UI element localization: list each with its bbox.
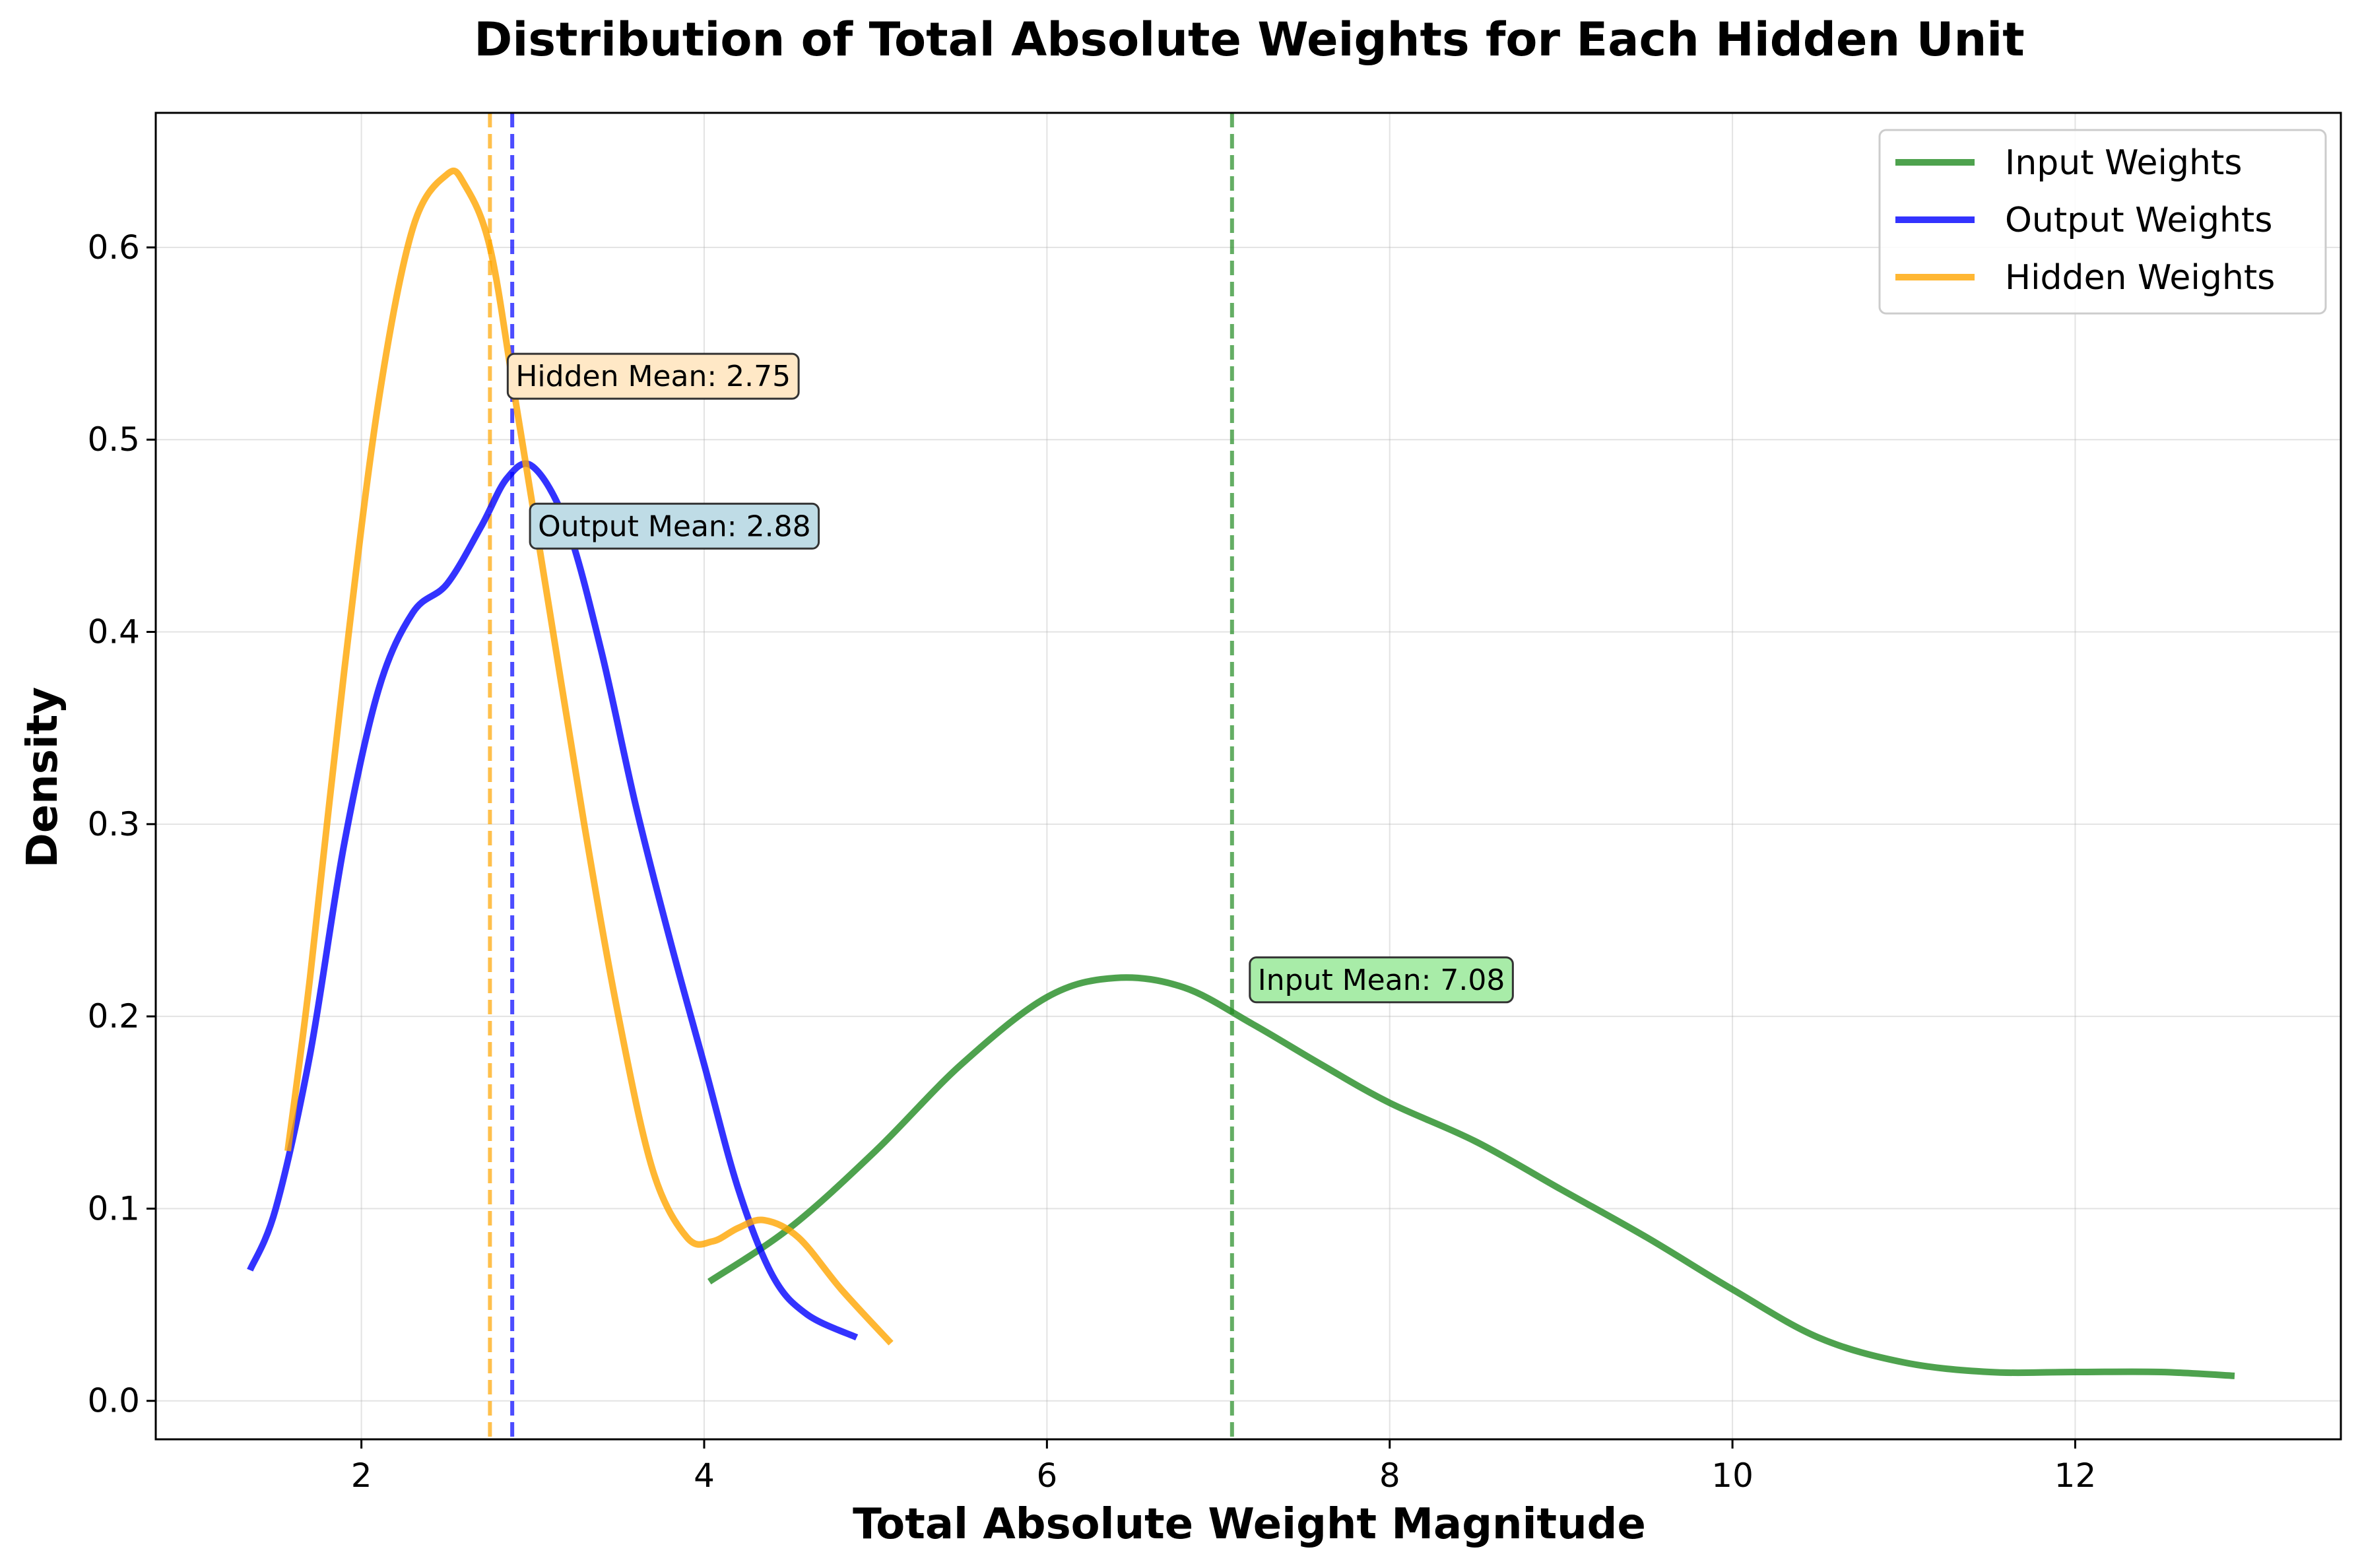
x-tick-label: 6 (1036, 1456, 1057, 1495)
mean-annotation: Hidden Mean: 2.75 (506, 352, 800, 400)
chart-title: Distribution of Total Absolute Weights f… (474, 13, 2025, 67)
x-tick-label: 12 (2054, 1456, 2097, 1495)
mean-annotation: Input Mean: 7.08 (1249, 956, 1514, 1004)
x-axis-label: Total Absolute Weight Magnitude (853, 1500, 1646, 1549)
x-tick-label: 8 (1379, 1456, 1400, 1495)
grid-lines (156, 113, 2341, 1439)
series-line (284, 168, 894, 1346)
y-tick-label: 0.5 (87, 420, 140, 459)
annotation-text: Input Mean: 7.08 (1258, 964, 1505, 997)
y-tick-label: 0.2 (87, 997, 140, 1035)
annotation-box (506, 352, 800, 400)
annotation-text: Output Mean: 2.88 (538, 509, 810, 543)
mean-annotations: Hidden Mean: 2.75 Output Mean: 2.88 Input … (506, 352, 1514, 1004)
annotation-box (1249, 956, 1514, 1004)
x-tick-label: 4 (694, 1456, 715, 1495)
y-tick-label: 0.1 (87, 1189, 140, 1227)
y-tick-label: 0.3 (87, 805, 140, 843)
x-tick-label: 10 (1711, 1456, 1754, 1495)
series-line (707, 974, 2235, 1379)
legend: Input Weights Output Weights Hidden Weight… (1878, 129, 2327, 315)
legend-label: Output Weights (2005, 201, 2272, 240)
legend-label: Hidden Weights (2005, 258, 2275, 298)
legend-items: Input Weights Output Weights Hidden Weight… (1895, 143, 2275, 298)
y-tick-label: 0.4 (87, 613, 140, 651)
y-axis-ticks: 0.0 0.1 0.2 0.3 0.4 0.5 0.6 (87, 228, 156, 1420)
y-tick-label: 0.0 (87, 1382, 140, 1420)
y-axis-label: Density (18, 687, 67, 868)
series-lines (247, 168, 2235, 1379)
x-axis-ticks: 2 4 6 8 10 12 (351, 1439, 2097, 1495)
legend-label: Input Weights (2005, 143, 2242, 183)
legend-box (1878, 129, 2327, 315)
mean-reference-lines (488, 113, 1234, 1439)
mean-annotation: Output Mean: 2.88 (529, 502, 820, 550)
annotation-box (529, 502, 820, 550)
x-tick-label: 2 (351, 1456, 372, 1495)
y-tick-label: 0.6 (87, 228, 140, 267)
annotation-text: Hidden Mean: 2.75 (515, 360, 791, 393)
plot-area-border (154, 112, 2342, 1441)
series-line (247, 460, 859, 1341)
